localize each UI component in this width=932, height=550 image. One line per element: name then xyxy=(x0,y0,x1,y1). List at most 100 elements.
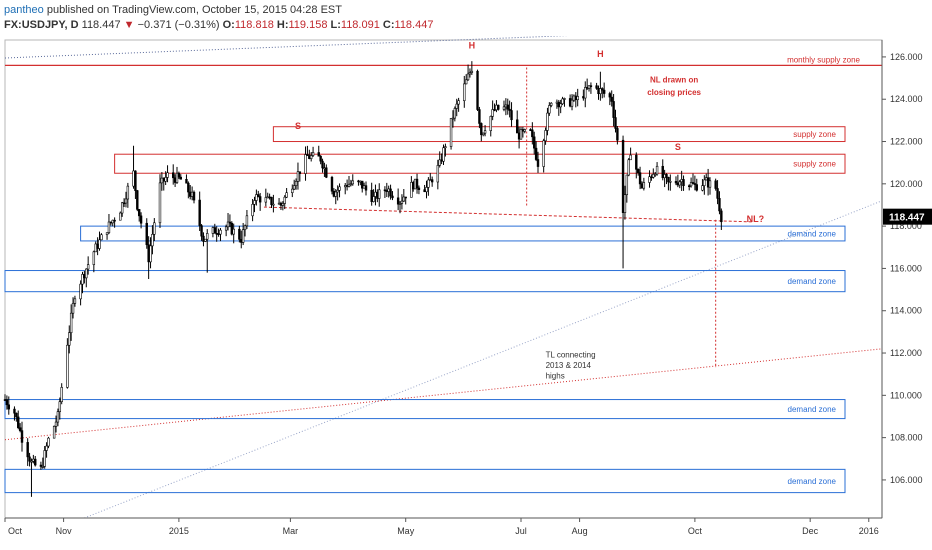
candle-body xyxy=(417,187,421,190)
supply-zone-box[interactable] xyxy=(114,153,846,174)
candle-body xyxy=(519,129,523,140)
supply-zone-box[interactable] xyxy=(272,126,846,143)
time-tick-label: May xyxy=(397,526,415,536)
candle-body xyxy=(695,184,698,191)
candle-body xyxy=(241,229,245,243)
candle-body xyxy=(149,245,152,263)
candle-body xyxy=(26,442,29,458)
low-label: L: xyxy=(330,19,341,31)
candle-body xyxy=(635,154,638,170)
candle-body xyxy=(18,427,22,431)
time-axis[interactable]: Oct Nov 2015 Mar May Jul Aug Oct Dec 2016 xyxy=(4,517,882,536)
candle-body xyxy=(81,274,84,285)
candle-body xyxy=(285,192,288,198)
candle-body xyxy=(304,154,307,174)
candle-body xyxy=(451,117,455,120)
neckline[interactable] xyxy=(263,206,754,223)
long-term-trendline[interactable] xyxy=(4,36,882,59)
candle-body xyxy=(597,88,600,95)
candle-body xyxy=(7,404,10,410)
candle-body xyxy=(502,106,506,110)
candle-body xyxy=(202,235,205,242)
candle-body xyxy=(264,197,268,203)
candle-body xyxy=(544,130,547,142)
candle-body xyxy=(266,196,269,199)
publish-info: published on TradingView.com, October 15… xyxy=(46,4,342,16)
candle-body xyxy=(296,171,300,182)
candle-body xyxy=(270,196,273,205)
demand-zone-box[interactable] xyxy=(4,399,846,420)
candle-body xyxy=(374,191,377,197)
candle-body xyxy=(219,229,222,235)
candle-body xyxy=(226,221,230,228)
candle-body xyxy=(69,312,73,334)
candle-body xyxy=(253,200,256,205)
last-price-marker[interactable] xyxy=(883,208,932,225)
candle-body xyxy=(160,177,164,184)
annotation-label: NL drawn on xyxy=(650,75,698,84)
candle-body xyxy=(134,170,137,191)
candle-body xyxy=(389,188,392,197)
candle-body xyxy=(714,180,717,189)
candle-body xyxy=(211,227,215,234)
candle-body xyxy=(585,87,589,89)
rising-support-trendline[interactable] xyxy=(84,200,883,519)
candle-body xyxy=(349,183,353,186)
price-tick-label: 110.000 xyxy=(890,390,922,400)
candle-body xyxy=(640,183,644,189)
trendlines[interactable] xyxy=(4,36,883,519)
demand-zone-box[interactable] xyxy=(4,468,846,494)
candle-body xyxy=(398,203,402,205)
annotation-label: highs xyxy=(546,371,565,380)
zone-label: demand zone xyxy=(788,477,837,486)
candle-body xyxy=(720,210,723,223)
candle-body xyxy=(463,83,466,101)
candle-body xyxy=(378,189,381,199)
price-tick-label: 120.000 xyxy=(890,179,923,189)
author-link[interactable]: pantheo xyxy=(4,4,44,16)
candle-body xyxy=(217,233,220,235)
candle-body xyxy=(521,129,525,132)
candle-body xyxy=(568,98,572,107)
candle-body xyxy=(151,234,154,247)
candle-body xyxy=(162,177,165,182)
demand-zone-box[interactable] xyxy=(4,270,846,293)
candles xyxy=(3,61,723,497)
candle-body xyxy=(653,173,657,176)
candle-body xyxy=(489,116,492,132)
candle-body xyxy=(60,387,63,403)
plot-area[interactable] xyxy=(4,39,883,519)
candle-body xyxy=(425,187,428,193)
annotations: S H H S NL drawn on closing prices NL? TL conne… xyxy=(295,40,764,380)
candle-body xyxy=(413,178,417,190)
candle-body xyxy=(215,232,218,235)
candle-body xyxy=(595,85,598,89)
candle-body xyxy=(516,119,519,134)
candle-body xyxy=(243,225,247,231)
candle-body xyxy=(557,101,560,108)
zones[interactable]: monthly supply zone supply zone supply zon… xyxy=(4,55,882,494)
demand-zone-box[interactable] xyxy=(80,225,846,242)
candle-body xyxy=(292,185,296,190)
candle-body xyxy=(357,180,360,183)
candle-body xyxy=(28,456,31,462)
candle-body xyxy=(453,108,457,119)
price-chart[interactable]: monthly supply zone supply zone supply zon… xyxy=(0,36,932,550)
candle-body xyxy=(493,109,496,111)
candle-body xyxy=(701,185,704,191)
last-price-label: 118.447 xyxy=(889,213,925,224)
candle-body xyxy=(430,179,434,183)
candle-body xyxy=(470,70,474,73)
price-tick-label: 116.000 xyxy=(890,263,922,273)
candle-body xyxy=(86,264,90,270)
candle-body xyxy=(20,430,24,443)
annotation-label: NL? xyxy=(747,214,765,224)
close-value: 118.447 xyxy=(394,19,434,31)
candle-body xyxy=(345,185,349,187)
zone-label: supply zone xyxy=(793,130,836,139)
candle-body xyxy=(100,234,103,241)
price-axis[interactable]: 126.000 124.000 122.000 120.000 118.000 116.0… xyxy=(881,40,932,518)
candle-body xyxy=(429,179,432,181)
candle-body xyxy=(449,118,453,147)
candle-body xyxy=(444,146,447,149)
